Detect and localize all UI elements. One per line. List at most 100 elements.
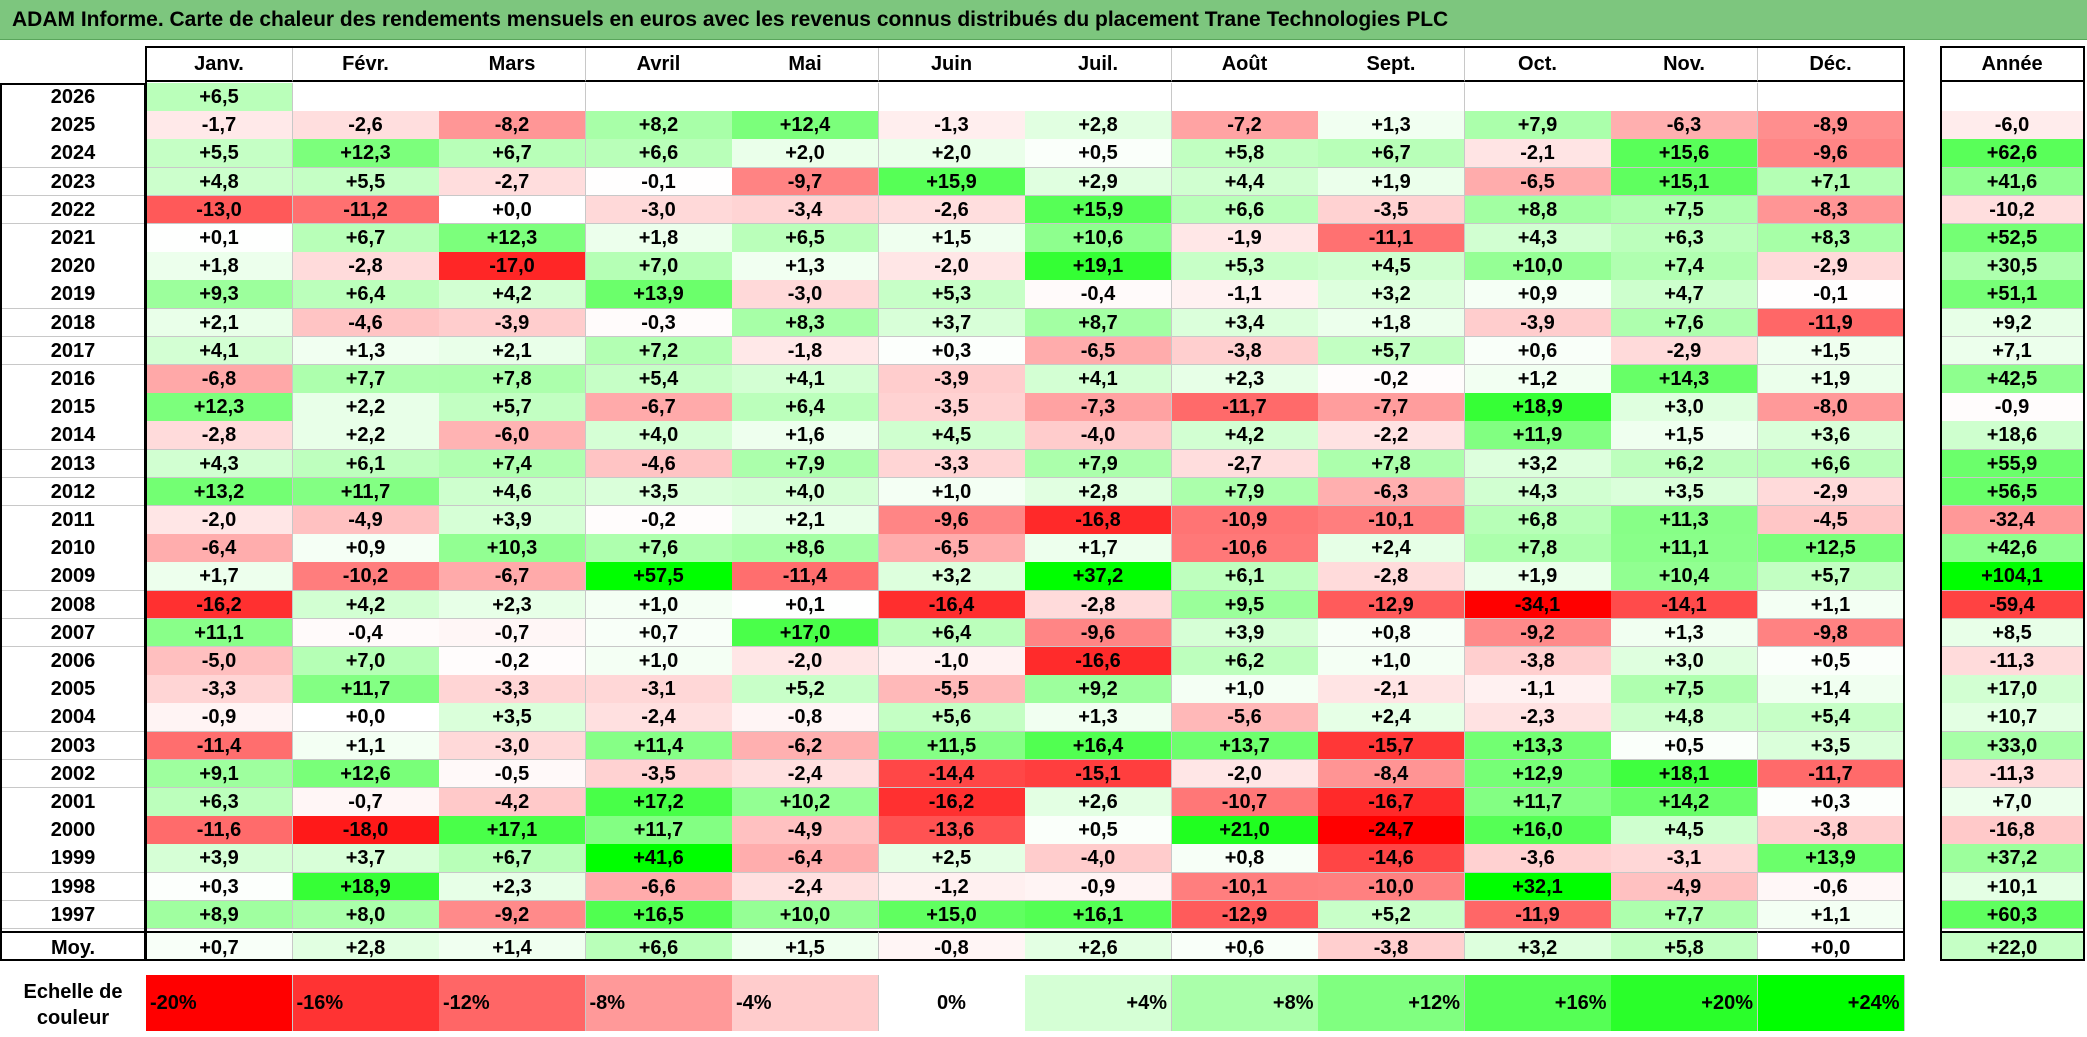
heatmap-cell: +7,2 — [585, 336, 733, 366]
heatmap-cell: +5,3 — [1171, 252, 1319, 281]
heatmap-cell: -10,1 — [1318, 506, 1465, 535]
color-scale-stop: -8% — [585, 975, 733, 1031]
heatmap-cell: +10,2 — [732, 788, 879, 817]
row-year-label: 2009 — [2, 562, 146, 592]
heatmap-cell: +12,3 — [439, 224, 586, 253]
heatmap-cell: +2,9 — [1025, 167, 1172, 197]
heatmap-cell: -0,2 — [585, 506, 733, 535]
heatmap-cell: +13,9 — [1757, 844, 1905, 874]
row-year-label: 2022 — [2, 195, 146, 225]
heatmap-cell: -12,9 — [1171, 900, 1319, 930]
heatmap-cell: -2,4 — [732, 872, 879, 902]
heatmap-cell: +1,8 — [146, 252, 293, 281]
heatmap-cell: +5,8 — [1171, 139, 1319, 169]
annual-cell: +7,0 — [1940, 788, 2085, 817]
heatmap-cell: +6,3 — [146, 788, 293, 817]
heatmap-cell: +6,5 — [146, 83, 293, 112]
heatmap-cell: +1,9 — [1757, 365, 1905, 394]
heatmap-cell: +0,5 — [1025, 816, 1172, 845]
heatmap-cell: -2,9 — [1611, 336, 1758, 366]
heatmap-cell: -0,3 — [585, 308, 733, 338]
heatmap-cell: +1,5 — [1611, 421, 1758, 451]
heatmap-cell: +0,9 — [292, 534, 440, 563]
heatmap-cell: +1,0 — [1318, 647, 1465, 676]
heatmap-cell: -9,6 — [878, 506, 1026, 535]
heatmap-cell: -4,0 — [1025, 844, 1172, 874]
heatmap-cell: +0,3 — [1757, 788, 1905, 817]
heatmap-cell: +4,2 — [439, 280, 586, 310]
heatmap-cell: +0,3 — [878, 336, 1026, 366]
heatmap-cell: -3,9 — [1464, 308, 1612, 338]
heatmap-cell: +9,5 — [1171, 590, 1319, 620]
color-scale-stop: +24% — [1757, 975, 1905, 1031]
heatmap-cell: -16,8 — [1025, 506, 1172, 535]
annual-cell: -10,2 — [1940, 195, 2085, 225]
heatmap-cell: -10,7 — [1171, 788, 1319, 817]
heatmap-cell: +4,1 — [732, 365, 879, 394]
heatmap-cell: +1,6 — [732, 421, 879, 451]
heatmap-cell: -0,8 — [732, 703, 879, 733]
heatmap-cell: +5,5 — [292, 167, 440, 197]
heatmap-cell: -10,0 — [1318, 872, 1465, 902]
heatmap-cell — [1757, 83, 1905, 112]
heatmap-cell: -9,8 — [1757, 618, 1905, 648]
heatmap-cell: -2,0 — [732, 647, 879, 676]
row-year-label: 2005 — [2, 675, 146, 704]
heatmap-cell: +3,7 — [292, 844, 440, 874]
row-year-label: 1998 — [2, 872, 146, 902]
heatmap-cell: +15,9 — [878, 167, 1026, 197]
heatmap-cell: +3,0 — [1611, 647, 1758, 676]
heatmap-cell — [1171, 83, 1319, 112]
column-header: Août — [1171, 46, 1319, 82]
heatmap-cell: +10,0 — [732, 900, 879, 930]
heatmap-cell: -4,9 — [732, 816, 879, 845]
heatmap-cell: -4,9 — [1611, 872, 1758, 902]
color-scale-stop: -20% — [146, 975, 293, 1031]
heatmap-cell: +7,4 — [439, 449, 586, 479]
average-cell: +0,6 — [1171, 931, 1319, 961]
heatmap-cell: +0,0 — [439, 195, 586, 225]
heatmap-cell: +4,1 — [146, 336, 293, 366]
average-cell: +1,4 — [439, 931, 586, 961]
heatmap-cell: +1,3 — [1611, 618, 1758, 648]
heatmap-cell: +7,9 — [1025, 449, 1172, 479]
heatmap-cell: -6,8 — [146, 365, 293, 394]
heatmap-cell: -2,1 — [1318, 675, 1465, 704]
heatmap-cell: +2,3 — [439, 590, 586, 620]
annual-cell: +104,1 — [1940, 562, 2085, 592]
heatmap-cell: +12,5 — [1757, 534, 1905, 563]
heatmap-cell: +4,1 — [1025, 365, 1172, 394]
heatmap-cell: -3,4 — [732, 195, 879, 225]
heatmap-cell: +5,6 — [878, 703, 1026, 733]
heatmap-cell: +1,5 — [1757, 336, 1905, 366]
color-scale-stop: 0% — [878, 975, 1026, 1031]
heatmap-cell: +11,1 — [146, 618, 293, 648]
row-year-label: 2021 — [2, 224, 146, 253]
heatmap-cell: +6,7 — [1318, 139, 1465, 169]
heatmap-cell: -11,9 — [1757, 308, 1905, 338]
heatmap-cell: +0,7 — [585, 618, 733, 648]
row-year-label: 2018 — [2, 308, 146, 338]
heatmap-cell: -2,9 — [1757, 252, 1905, 281]
heatmap-cell: +7,5 — [1611, 675, 1758, 704]
annual-cell: +10,7 — [1940, 703, 2085, 733]
annual-cell: +37,2 — [1940, 844, 2085, 874]
row-year-label: 2001 — [2, 788, 146, 817]
heatmap-cell: +1,0 — [878, 477, 1026, 507]
heatmap-cell: +11,7 — [292, 477, 440, 507]
heatmap-cell: +2,3 — [1171, 365, 1319, 394]
heatmap-cell: +8,9 — [146, 900, 293, 930]
heatmap-cell: -16,6 — [1025, 647, 1172, 676]
heatmap-cell: +4,5 — [1611, 816, 1758, 845]
heatmap-cell: -0,2 — [1318, 365, 1465, 394]
heatmap-cell: -11,6 — [146, 816, 293, 845]
heatmap-cell: -10,2 — [292, 562, 440, 592]
heatmap-cell: -16,4 — [878, 590, 1026, 620]
heatmap-cell: +2,2 — [292, 421, 440, 451]
heatmap-cell: +0,5 — [1757, 647, 1905, 676]
heatmap-cell: +6,7 — [439, 139, 586, 169]
heatmap-cell: +1,3 — [292, 336, 440, 366]
heatmap-cell — [1464, 83, 1612, 112]
heatmap-cell: +7,7 — [1611, 900, 1758, 930]
heatmap-cell: -4,0 — [1025, 421, 1172, 451]
